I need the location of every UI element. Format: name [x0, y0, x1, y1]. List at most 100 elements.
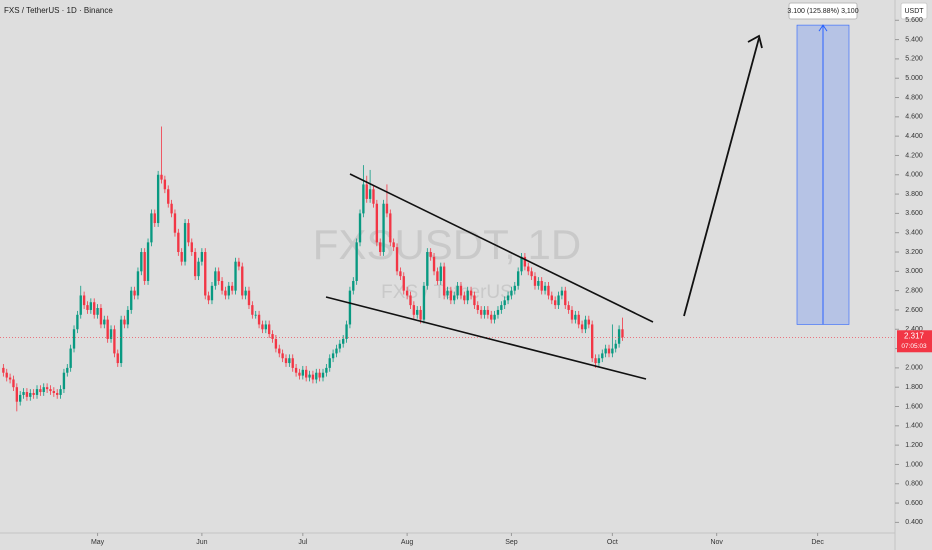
candle-body	[274, 338, 278, 349]
candle-body	[153, 213, 156, 224]
y-tick-label: 2.400	[905, 326, 923, 333]
candle-body	[247, 290, 251, 306]
candle-body	[368, 189, 372, 199]
candle-body	[527, 266, 530, 272]
y-tick-label: 5.200	[905, 56, 923, 63]
x-tick-label: Jun	[196, 539, 207, 546]
candle-body	[5, 372, 8, 378]
candle-body	[2, 367, 5, 373]
y-tick-label: 1.200	[905, 442, 923, 449]
candle-body	[214, 271, 217, 286]
candle-body	[237, 261, 241, 267]
candle-body	[466, 290, 469, 301]
candle-body	[150, 213, 153, 243]
x-tick-label: May	[91, 539, 105, 546]
countdown: 07:05:03	[901, 343, 927, 350]
candle-body	[35, 389, 39, 395]
candle-body	[372, 189, 375, 204]
candle-body	[584, 319, 587, 330]
candle-body	[379, 242, 382, 253]
candle-body	[617, 329, 621, 344]
candle-body	[140, 252, 143, 272]
candle-body	[564, 290, 567, 306]
candle-body	[547, 285, 550, 296]
price-label-box	[897, 330, 932, 353]
candle-body	[257, 314, 261, 325]
candle-body	[540, 280, 543, 291]
candle-body	[375, 203, 379, 243]
candle-body	[412, 305, 416, 315]
candle-body	[348, 290, 352, 325]
candle-body	[479, 309, 483, 315]
candle-body	[419, 309, 422, 320]
y-tick-label: 2.800	[905, 287, 923, 294]
candle-body	[116, 353, 119, 364]
candle-body	[611, 348, 614, 354]
candle-body	[422, 285, 426, 320]
candle-body	[496, 309, 500, 315]
candle-body	[392, 242, 395, 248]
candle-body	[79, 295, 82, 315]
candle-body	[264, 324, 267, 330]
y-tick-label: 2.600	[905, 307, 923, 314]
candle-body	[604, 348, 607, 354]
candle-body	[56, 392, 59, 395]
candle-body	[597, 358, 601, 364]
candle-body	[130, 290, 133, 310]
candle-body	[429, 252, 432, 257]
measure-arrow-head	[818, 24, 828, 32]
candle-body	[96, 308, 99, 315]
candle-body	[402, 276, 405, 291]
candle-body	[614, 343, 617, 349]
candle-body	[136, 271, 140, 296]
candle-body	[342, 338, 345, 344]
candle-body	[550, 295, 553, 301]
candle-body	[106, 319, 109, 339]
measure-label-box	[788, 2, 858, 20]
candle-body	[29, 392, 32, 397]
candle-body	[103, 319, 106, 325]
y-tick-label: 2.000	[905, 365, 923, 372]
candle-body	[39, 389, 42, 393]
y-tick-label: 5.600	[905, 17, 923, 24]
candle-body	[365, 184, 368, 199]
candle-body	[570, 309, 574, 320]
y-tick-label: 3.000	[905, 268, 923, 275]
candle-body	[167, 189, 170, 204]
candle-body	[197, 261, 200, 277]
x-tick-label: Sep	[505, 539, 518, 546]
candle-body	[358, 213, 362, 243]
x-tick-label: Jul	[298, 539, 307, 546]
arrow-head	[747, 34, 763, 49]
candle-body	[338, 343, 342, 349]
candle-body	[156, 174, 160, 224]
plot	[0, 126, 895, 412]
candle-body	[305, 369, 308, 378]
measure-label: 3.100 (125.88%) 3,100	[787, 8, 858, 15]
candle-body	[436, 271, 439, 281]
candle-body	[580, 324, 584, 330]
candle-body	[476, 305, 479, 310]
candle-body	[601, 353, 604, 359]
candle-body	[486, 309, 490, 315]
candle-body	[325, 367, 328, 373]
candle-body	[352, 280, 355, 291]
x-tick-label: Oct	[607, 539, 618, 546]
x-tick-label: Nov	[710, 539, 723, 546]
candle-body	[200, 252, 204, 262]
candle-body	[331, 353, 335, 359]
x-tick-label: Aug	[401, 539, 414, 546]
candle-body	[187, 223, 190, 243]
candle-body	[513, 285, 516, 291]
candle-body	[318, 372, 321, 378]
candle-body	[119, 319, 123, 364]
y-tick-label: 3.200	[905, 249, 923, 256]
candle-body	[328, 358, 331, 368]
y-tick-label: 1.600	[905, 403, 923, 410]
candle-body	[76, 314, 79, 330]
candle-body	[62, 372, 66, 390]
candle-body	[230, 285, 234, 291]
candle-body	[483, 309, 486, 315]
candle-body	[553, 300, 557, 306]
candle-body	[133, 290, 136, 296]
